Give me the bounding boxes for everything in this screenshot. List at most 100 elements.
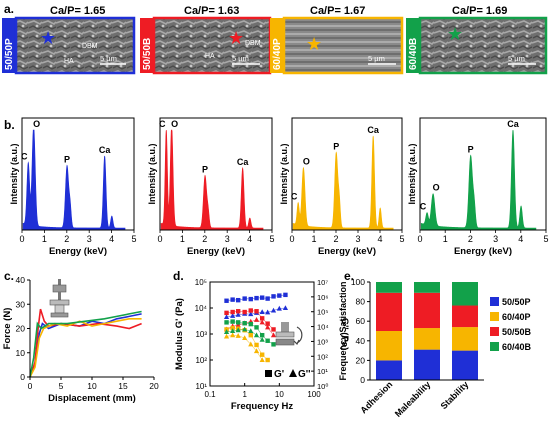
data-point-triangle <box>230 328 236 334</box>
series-60-40B-G- <box>224 319 276 347</box>
x-tick-label: 3 <box>225 234 230 244</box>
data-point-square <box>242 321 247 326</box>
peak-label-P: P <box>333 141 339 151</box>
data-point-square <box>235 297 241 303</box>
data-point-triangle <box>265 309 271 315</box>
bar-segment-60-40B <box>452 282 478 306</box>
data-point-square <box>224 320 229 325</box>
y2-axis-label: G'' (Pa) <box>339 318 350 351</box>
peak-label-Ca: Ca <box>367 125 379 135</box>
data-point-triangle <box>253 317 260 322</box>
sem-60-40B: 60/40B Ca/P= 1.69 ★ 5 µm <box>406 5 548 75</box>
data-point-triangle <box>235 327 241 333</box>
eds-plot-60-40P: 0 1 2 3 4 5 Energy (keV) Intensity (a.u.) C O P Ca <box>279 117 405 257</box>
data-point-triangle <box>248 311 254 317</box>
data-point-triangle <box>235 311 241 317</box>
rheometer-icon <box>275 322 303 346</box>
data-point-square <box>277 293 282 298</box>
ha-annotation: HA <box>64 58 74 65</box>
x-tick-label: 0 <box>19 234 24 244</box>
y2-tick-label: 10⁶ <box>317 293 328 302</box>
legend-label: 50/50B <box>502 327 532 337</box>
bar-segment-50-50P <box>452 350 478 380</box>
data-point-triangle <box>259 336 265 342</box>
panel-b-letter: b. <box>4 118 15 132</box>
data-point-square <box>230 319 235 324</box>
x-tick-label: 100 <box>307 390 321 399</box>
x-category-label: Maleability <box>393 379 433 419</box>
data-point-triangle <box>242 335 248 341</box>
y-tick-label: 10⁵ <box>195 278 207 287</box>
legend-label: 50/50P <box>502 297 531 307</box>
y-axis-label: Intensity (a.u.) <box>147 143 157 204</box>
rheology-chart: 0.1 1 10 100 10¹ 10² 10³ 10⁴ 10⁵ 10⁰ 10¹ 10² 10³ 10⁴ 1… <box>174 278 350 412</box>
x-tick-label: 3 <box>355 234 360 244</box>
data-point-square <box>259 352 265 357</box>
x-tick-label: 5 <box>59 381 64 391</box>
x-tick-label: 3 <box>87 234 92 244</box>
data-point-triangle <box>242 326 248 332</box>
scale-bar-label: 5 µm <box>508 54 525 63</box>
sem-50-50P: 50/50P Ca/P= 1.65 ★ DBM HA 5 µm <box>2 5 136 75</box>
y-tick-label: 0 <box>20 372 25 382</box>
ha-annotation: HA <box>205 53 215 60</box>
data-point-square <box>254 325 259 330</box>
y-tick-label: 20 <box>356 355 366 365</box>
data-point-square <box>265 321 270 326</box>
data-point-square <box>248 332 253 338</box>
data-point-triangle <box>253 332 260 338</box>
scale-bar-label: 5 µm <box>100 54 117 63</box>
spectrum-50-50B <box>160 129 264 231</box>
y2-tick-label: 10¹ <box>317 367 328 376</box>
data-point-triangle <box>230 313 236 318</box>
x-tick-label: 3 <box>493 234 498 244</box>
peak-label-O: O <box>433 183 440 193</box>
star-icon: ★ <box>228 28 244 48</box>
y-tick-label: 80 <box>356 297 366 307</box>
data-point-triangle <box>259 357 265 362</box>
panel-c-letter: c. <box>4 269 14 283</box>
data-point-triangle <box>276 305 282 311</box>
force-line-50-50B <box>29 308 142 378</box>
y-axis-label: Intensity (a.u.) <box>407 143 417 204</box>
x-tick-label: 5 <box>543 234 548 244</box>
x-tick-label: 2 <box>333 234 338 244</box>
y2-tick-label: 10³ <box>317 337 328 346</box>
data-point-square <box>259 295 265 300</box>
y-tick-label: 60 <box>356 316 366 326</box>
data-point-square <box>224 298 229 303</box>
data-point-triangle <box>235 322 241 328</box>
scale-bar-label: 5 µm <box>232 54 249 63</box>
data-point-triangle <box>265 324 271 330</box>
data-point-square <box>259 332 265 338</box>
x-tick-label: 1 <box>443 234 448 244</box>
legend-swatch <box>490 297 499 306</box>
data-point-square <box>283 292 288 298</box>
data-point-triangle <box>248 328 254 334</box>
ratio-50-50B: Ca/P= 1.63 <box>184 5 239 17</box>
x-tick-label: 4 <box>518 234 523 244</box>
data-point-square <box>248 308 253 313</box>
data-point-triangle <box>230 332 236 338</box>
y-tick-label: 40 <box>16 275 26 285</box>
star-icon: ★ <box>306 34 322 54</box>
x-tick-label: 0 <box>28 381 33 391</box>
x-tick-label: 4 <box>247 234 252 244</box>
data-point-triangle <box>248 341 254 347</box>
eds-plot-50-50P: 0 1 2 3 4 5 Energy (keV) Intensity (a.u.) C O P Ca <box>9 117 137 257</box>
x-tick-label: 5 <box>131 234 136 244</box>
series-60-40P-G-- <box>223 332 265 362</box>
dbm-annotation: DBM <box>245 40 261 47</box>
legend-triangle-marker <box>289 369 297 377</box>
y-tick-label: 10¹ <box>195 382 207 391</box>
y-axis-label: Intensity (a.u.) <box>279 143 289 204</box>
x-tick-label: 1 <box>180 234 185 244</box>
sample-label-50-50B: 50/50B <box>142 38 153 70</box>
data-point-square <box>235 320 241 325</box>
sample-label-50-50P: 50/50P <box>4 38 15 70</box>
x-tick-label: 10 <box>87 381 97 391</box>
panel-a-letter: a. <box>4 2 14 16</box>
